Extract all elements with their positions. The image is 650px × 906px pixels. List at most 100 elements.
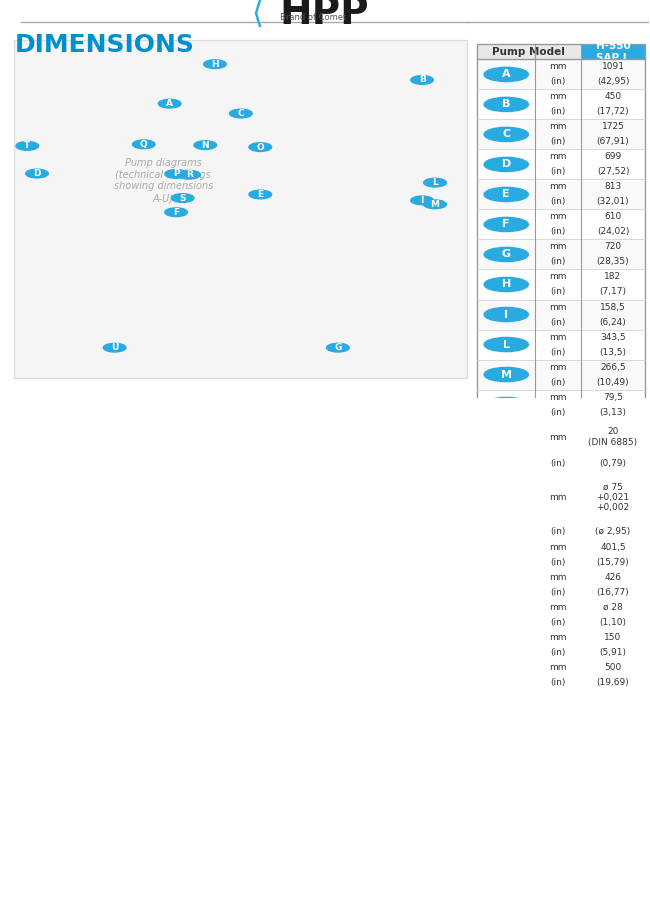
FancyBboxPatch shape — [477, 209, 645, 239]
Text: M: M — [500, 370, 512, 380]
Ellipse shape — [25, 169, 48, 178]
Text: ø 28: ø 28 — [603, 602, 623, 612]
Ellipse shape — [165, 169, 187, 178]
Text: mm: mm — [549, 543, 567, 552]
Text: F: F — [173, 207, 179, 217]
Ellipse shape — [484, 247, 528, 262]
Ellipse shape — [484, 307, 528, 322]
Text: (6,24): (6,24) — [600, 317, 627, 326]
Text: C: C — [502, 130, 510, 140]
Text: (13,5): (13,5) — [599, 348, 627, 357]
Text: D: D — [502, 159, 511, 169]
Text: Q: Q — [502, 550, 511, 560]
Text: (in): (in) — [551, 287, 566, 296]
Ellipse shape — [484, 158, 528, 171]
Text: mm: mm — [549, 632, 567, 641]
FancyBboxPatch shape — [477, 360, 645, 390]
Text: (10,49): (10,49) — [597, 378, 629, 387]
Text: G: G — [502, 249, 511, 259]
Text: ⟨: ⟨ — [251, 0, 263, 28]
Text: mm: mm — [549, 243, 567, 252]
Text: 426: 426 — [604, 573, 621, 582]
Text: (42,95): (42,95) — [597, 77, 629, 86]
Text: H: H — [502, 279, 511, 290]
Text: mm: mm — [549, 303, 567, 312]
Text: (in): (in) — [551, 648, 566, 657]
Text: P: P — [173, 169, 179, 178]
Text: mm: mm — [549, 122, 567, 131]
Text: Pump Model: Pump Model — [493, 47, 566, 57]
Text: (in): (in) — [551, 317, 566, 326]
Ellipse shape — [249, 143, 272, 151]
Ellipse shape — [103, 343, 126, 352]
FancyBboxPatch shape — [477, 660, 645, 689]
Text: 182: 182 — [604, 273, 621, 282]
Text: Q: Q — [140, 140, 148, 149]
Text: (in): (in) — [551, 618, 566, 627]
Text: G: G — [334, 343, 342, 352]
FancyBboxPatch shape — [477, 419, 645, 472]
Text: N: N — [202, 140, 209, 149]
Text: (in): (in) — [551, 557, 566, 566]
Ellipse shape — [484, 67, 528, 82]
Ellipse shape — [484, 577, 528, 592]
Text: 158,5: 158,5 — [600, 303, 626, 312]
Text: M: M — [430, 200, 439, 209]
FancyBboxPatch shape — [477, 90, 645, 120]
FancyBboxPatch shape — [477, 239, 645, 269]
FancyBboxPatch shape — [477, 330, 645, 360]
Text: A: A — [166, 99, 173, 108]
Text: (17,72): (17,72) — [597, 108, 629, 117]
Text: (in): (in) — [551, 588, 566, 597]
FancyBboxPatch shape — [477, 60, 645, 90]
Text: (24,02): (24,02) — [597, 227, 629, 236]
Ellipse shape — [249, 190, 272, 198]
FancyBboxPatch shape — [14, 41, 467, 378]
FancyBboxPatch shape — [477, 630, 645, 660]
FancyBboxPatch shape — [477, 600, 645, 630]
Text: (in): (in) — [551, 227, 566, 236]
Text: mm: mm — [549, 392, 567, 401]
Text: (27,52): (27,52) — [597, 168, 629, 177]
Ellipse shape — [484, 608, 528, 622]
FancyBboxPatch shape — [477, 44, 580, 60]
Text: mm: mm — [549, 182, 567, 191]
Text: (in): (in) — [551, 678, 566, 687]
Ellipse shape — [484, 439, 528, 453]
Text: S: S — [179, 194, 186, 203]
Text: (in): (in) — [551, 77, 566, 86]
Text: 79,5: 79,5 — [603, 392, 623, 401]
Text: 1091: 1091 — [601, 63, 625, 72]
Text: (16,77): (16,77) — [597, 588, 629, 597]
Text: N: N — [502, 400, 511, 410]
Text: Pump diagrams
(technical drawings
showing dimensions
A-U): Pump diagrams (technical drawings showin… — [114, 159, 213, 203]
Text: (19,69): (19,69) — [597, 678, 629, 687]
Text: (0,79): (0,79) — [599, 458, 627, 467]
Ellipse shape — [484, 97, 528, 111]
Text: S: S — [502, 610, 510, 620]
Text: (67,91): (67,91) — [597, 138, 629, 147]
Text: I: I — [504, 310, 508, 320]
Text: H: H — [211, 60, 219, 69]
Ellipse shape — [484, 368, 528, 381]
Ellipse shape — [484, 217, 528, 232]
Text: L: L — [502, 340, 510, 350]
FancyBboxPatch shape — [477, 179, 645, 209]
Ellipse shape — [177, 170, 200, 179]
Ellipse shape — [484, 337, 528, 352]
Text: (28,35): (28,35) — [597, 257, 629, 266]
Ellipse shape — [165, 207, 187, 217]
Text: (32,01): (32,01) — [597, 198, 629, 207]
Text: 20
(DIN 6885): 20 (DIN 6885) — [588, 428, 638, 447]
Ellipse shape — [484, 638, 528, 651]
Text: 813: 813 — [604, 182, 621, 191]
Text: 720: 720 — [604, 243, 621, 252]
Text: D: D — [33, 169, 41, 178]
Text: 500: 500 — [604, 662, 621, 671]
Text: mm: mm — [549, 573, 567, 582]
Ellipse shape — [484, 188, 528, 201]
Text: 699: 699 — [604, 152, 621, 161]
Ellipse shape — [484, 668, 528, 681]
Ellipse shape — [16, 141, 38, 150]
FancyBboxPatch shape — [580, 44, 645, 60]
